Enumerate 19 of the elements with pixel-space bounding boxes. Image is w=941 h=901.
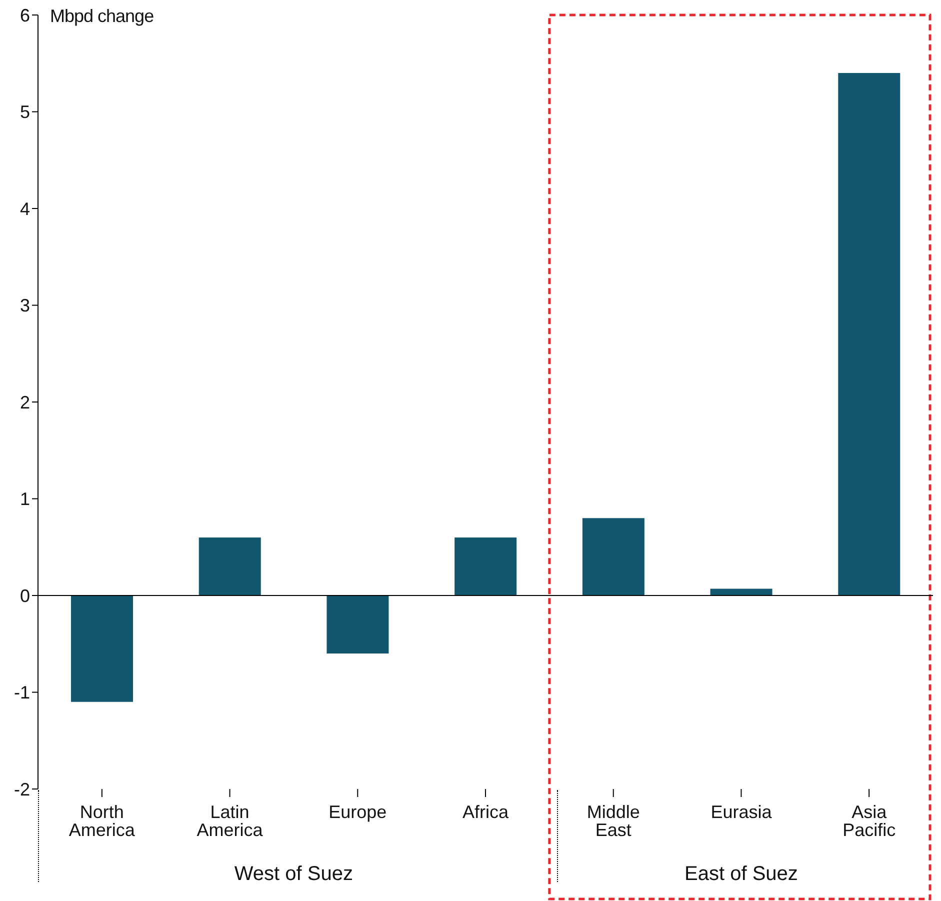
x-tick-label: Latin America [196, 802, 264, 840]
y-tick-label: -2 [14, 779, 30, 800]
y-tick-label: 2 [20, 392, 30, 412]
x-tick-label: North America [68, 802, 136, 840]
y-tick-label: 4 [20, 198, 30, 219]
x-tick-label: Asia Pacific [842, 802, 896, 840]
y-tick-label: 3 [20, 296, 30, 316]
y-tick-label: 1 [20, 489, 30, 510]
y-tick-label: 5 [20, 102, 30, 122]
y-axis-title: Mbpd change [50, 6, 154, 27]
text: East of Suez [684, 863, 799, 886]
x-tick-label: Europe [328, 802, 387, 822]
y-tick-label: 0 [20, 586, 30, 606]
x-tick-label: Eurasia [710, 802, 773, 822]
x-tick-label: Africa [462, 802, 510, 822]
y-tick-label: 6 [20, 5, 30, 26]
x-tick-label: Middle East [586, 802, 640, 840]
y-tick-label: -1 [14, 682, 30, 703]
text: West of Suez [233, 863, 354, 886]
